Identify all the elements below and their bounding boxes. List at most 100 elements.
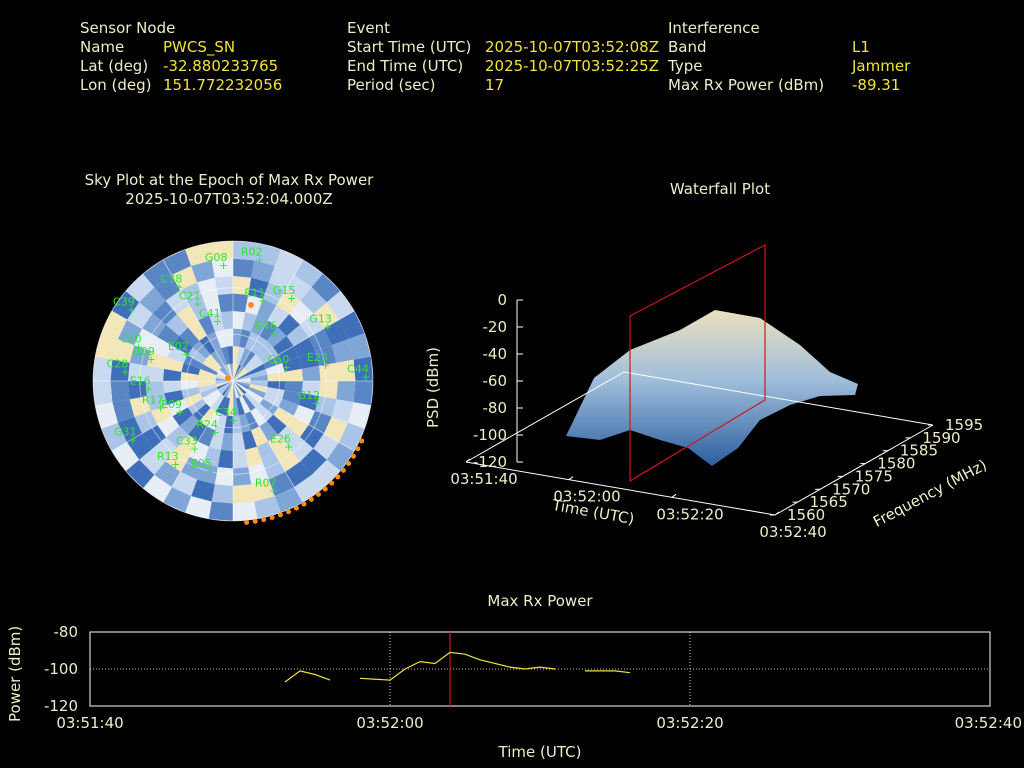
sky-cell [244, 331, 260, 351]
sky-cell [282, 390, 302, 405]
sky-cell [179, 414, 200, 435]
satellite-label: E26 [270, 433, 291, 446]
sky-cell [221, 397, 230, 416]
sky-cell [217, 381, 233, 393]
sky-cell [197, 463, 218, 485]
sky-cell [129, 396, 151, 417]
sky-cell [274, 249, 303, 275]
satellite-marker: + [156, 402, 165, 415]
sky-cell [266, 327, 287, 348]
satellite-marker: + [127, 304, 136, 317]
sky-cell [311, 459, 341, 489]
sky-cell [214, 467, 233, 486]
sky-cell [210, 350, 225, 368]
sky-azimuth-line [232, 380, 355, 452]
sky-cell [301, 365, 321, 381]
sky-cell [112, 399, 135, 423]
satellite-label: G08 [205, 251, 228, 264]
sky-cell [353, 381, 373, 406]
sky-cell [276, 448, 301, 472]
satellite-marker: + [287, 292, 296, 305]
sky-cell [163, 368, 182, 381]
sky-cell [157, 416, 180, 438]
sky-cell [244, 411, 260, 431]
satellite-label: R17 [142, 394, 164, 407]
sky-cell [233, 501, 258, 521]
waterfall-time-tick [774, 511, 780, 516]
waterfall-freq-tick-label: 1580 [877, 455, 915, 473]
sky-cell [233, 381, 251, 385]
sky-cell [248, 277, 269, 299]
sky-cell [233, 363, 239, 381]
satellite-label: R07 [255, 477, 277, 490]
sky-cell [101, 311, 127, 340]
sky-cell [301, 381, 321, 397]
sky-cell [199, 407, 216, 427]
sky-cell [164, 390, 184, 405]
jammer-point [244, 519, 250, 525]
sky-cell [233, 346, 240, 364]
sky-cell [233, 415, 243, 434]
sky-cell [181, 363, 201, 375]
sky-cell [111, 442, 140, 471]
waterfall-z-tick-label: -100 [473, 426, 507, 444]
jammer-point [329, 480, 335, 486]
sky-cell [215, 329, 227, 349]
waterfall-freq-tick-label: 1570 [832, 480, 870, 498]
lat-label: Lat (deg) [80, 57, 149, 75]
satellite-label: C50 [268, 353, 290, 366]
sky-cell [278, 346, 299, 364]
satellite-marker: + [229, 414, 238, 427]
sky-cell [183, 392, 203, 408]
sky-cell [233, 363, 237, 381]
interference-heading: Interference [668, 19, 760, 37]
lon-value: 151.772232056 [163, 76, 283, 94]
jammer-point [355, 446, 361, 452]
waterfall-epoch-marker [629, 244, 766, 483]
jammer-point [322, 486, 328, 492]
type-value: Jammer [852, 57, 911, 75]
satellite-label: G09 [132, 345, 155, 358]
satellite-label: R24 [196, 418, 218, 431]
sky-cell [157, 324, 180, 346]
event-heading: Event [347, 19, 390, 37]
sky-cell [233, 328, 243, 347]
satellite-label: R13 [157, 450, 179, 463]
sky-cell [167, 346, 188, 364]
sky-cell [139, 448, 166, 475]
waterfall-freq-axis [774, 424, 934, 516]
sky-cell [203, 446, 221, 468]
satellite-marker: + [361, 370, 370, 383]
sky-cell [125, 459, 155, 489]
name-label: Name [80, 38, 125, 56]
sky-azimuth-line [111, 380, 234, 452]
band-label: Band [668, 38, 707, 56]
sky-cell [300, 287, 327, 314]
sky-cell [215, 381, 233, 387]
power-series-line [284, 670, 331, 683]
sensor-heading: Sensor Node [80, 19, 176, 37]
satellite-marker: + [182, 348, 191, 361]
sky-cell [180, 381, 199, 391]
power-x-tick-label: 03:52:00 [356, 714, 423, 732]
sky-cell [259, 398, 279, 415]
sky-cell [152, 437, 177, 462]
sky-cell [208, 241, 233, 261]
end-time-value: 2025-10-07T03:52:25Z [485, 57, 659, 75]
sky-cell [276, 290, 301, 314]
sky-cell [233, 381, 247, 395]
waterfall-time-axis [465, 461, 776, 516]
satellite-label: C44 [347, 362, 369, 375]
sky-cell [126, 433, 153, 460]
waterfall-z-tick-label: -80 [483, 399, 508, 417]
sky-cell [248, 386, 266, 399]
satellite-label: E02 [168, 340, 189, 353]
satellite-label: G13 [309, 313, 332, 326]
sky-cell [93, 381, 113, 406]
power-plot-title: Max Rx Power [487, 592, 593, 610]
sky-cell [242, 430, 257, 450]
satellite-marker: + [144, 382, 153, 395]
sky-cell [95, 402, 118, 429]
satellite-label: C28 [107, 358, 129, 371]
sky-cell [289, 300, 314, 325]
